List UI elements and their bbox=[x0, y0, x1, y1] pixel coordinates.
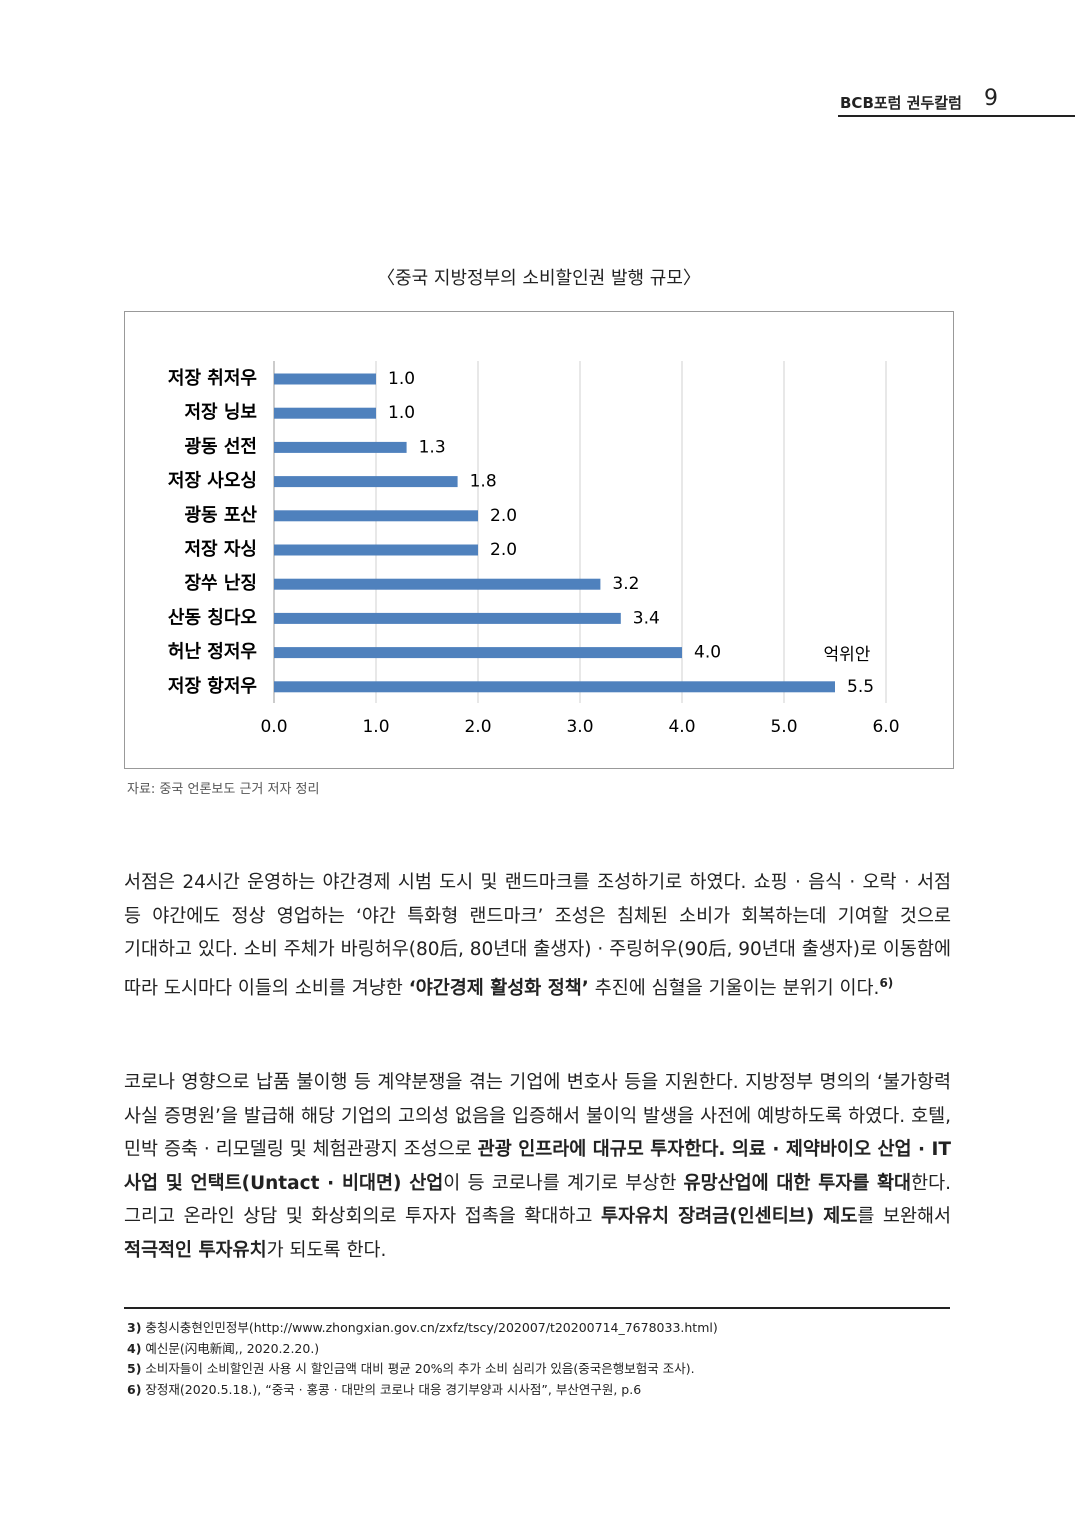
category-label: 저장 닝보 bbox=[184, 402, 257, 423]
chart-frame bbox=[124, 311, 954, 769]
footnote: 3) 충칭시충현인민정부(http://www.zhongxian.gov.cn/… bbox=[127, 1318, 947, 1339]
value-label: 2.0 bbox=[490, 506, 517, 526]
category-label: 산동 칭다오 bbox=[168, 607, 257, 628]
paragraph: 코로나 영향으로 납품 불이행 등 계약분쟁을 겪는 기업에 변호사 등을 지원… bbox=[124, 1066, 951, 1267]
x-tick-label: 4.0 bbox=[668, 717, 695, 737]
footnote: 4) 예신문(闪电新闻,, 2020.2.20.) bbox=[127, 1339, 947, 1360]
footnote-ref: 6) bbox=[879, 975, 894, 990]
footnote-text: 장정재(2020.5.18.), “중국 · 홍콩 · 대만의 코로나 대응 경… bbox=[145, 1382, 642, 1398]
footnote: 5) 소비자들이 소비할인권 사용 시 할인금액 대비 평균 20%의 추가 소비… bbox=[127, 1359, 947, 1380]
bar bbox=[274, 544, 478, 556]
text-run: 서점은 24시간 운영하는 야간경제 시범 도시 및 랜드마크를 조성하기로 하… bbox=[124, 872, 951, 999]
bar bbox=[274, 407, 376, 419]
value-label: 4.0 bbox=[694, 643, 721, 663]
category-label: 광동 포산 bbox=[184, 505, 257, 526]
header-title: BCB포럼 권두칼럼 bbox=[840, 94, 962, 112]
category-label: 저장 취저우 bbox=[168, 368, 257, 389]
footnote-text: 예신문(闪电新闻,, 2020.2.20.) bbox=[145, 1340, 320, 1356]
bold-text: ‘야간경제 활성화 정책’ bbox=[408, 977, 589, 999]
footnote-number: 5) bbox=[127, 1361, 142, 1377]
paragraph: 서점은 24시간 운영하는 야간경제 시범 도시 및 랜드마크를 조성하기로 하… bbox=[124, 866, 951, 1005]
category-label: 저장 자싱 bbox=[184, 539, 257, 560]
footnotes: 3) 충칭시충현인민정부(http://www.zhongxian.gov.cn/… bbox=[127, 1318, 947, 1401]
footnote-number: 6) bbox=[127, 1382, 142, 1398]
value-label: 5.5 bbox=[847, 677, 874, 697]
footnote: 6) 장정재(2020.5.18.), “중국 · 홍콩 · 대만의 코로나 대응… bbox=[127, 1380, 947, 1401]
x-tick-label: 5.0 bbox=[770, 717, 797, 737]
text-run: 추진에 심혈을 기울이는 분위기 이다. bbox=[588, 977, 880, 999]
unit-label: 억위안 bbox=[824, 645, 871, 665]
category-label: 장쑤 난징 bbox=[184, 573, 257, 594]
bar bbox=[274, 681, 835, 693]
value-label: 1.3 bbox=[419, 437, 446, 457]
value-label: 2.0 bbox=[490, 540, 517, 560]
bar bbox=[274, 441, 407, 453]
bold-text: 적극적인 투자유치 bbox=[124, 1239, 267, 1261]
text-run: 한다. 그리고 온라인 상담 및 화상회의로 투자자 접촉을 확대하고 bbox=[124, 1172, 951, 1228]
category-label: 저장 사오싱 bbox=[168, 471, 257, 492]
value-label: 3.4 bbox=[633, 608, 660, 628]
x-tick-label: 2.0 bbox=[464, 717, 491, 737]
bar bbox=[274, 373, 376, 385]
bold-text: 관광 인프라에 대규모 투자한다. 의료 · 제약바이오 산업 · IT 사업 … bbox=[124, 1139, 951, 1194]
footnote-rule bbox=[124, 1307, 950, 1309]
bar bbox=[274, 647, 682, 659]
value-label: 1.0 bbox=[388, 403, 415, 423]
category-label: 허난 정저우 bbox=[168, 642, 257, 663]
text-run: 가 되도록 한다. bbox=[266, 1239, 387, 1261]
bar bbox=[274, 476, 458, 488]
value-label: 1.8 bbox=[470, 472, 497, 492]
page-header: BCB포럼 권두칼럼 9 bbox=[838, 86, 1075, 117]
bar bbox=[274, 510, 478, 522]
source-note: 자료: 중국 언론보도 근거 저자 정리 bbox=[127, 782, 320, 797]
x-tick-label: 0.0 bbox=[260, 717, 287, 737]
value-label: 3.2 bbox=[612, 574, 639, 594]
footnote-text: 소비자들이 소비할인권 사용 시 할인금액 대비 평균 20%의 추가 소비 심… bbox=[145, 1361, 695, 1377]
bar bbox=[274, 612, 621, 624]
chart: 0.0 1.0 2.0 3.0 4.0 5.0 6.0 저장 취저우 1.0 저장 닝보 1.0 광동… bbox=[124, 311, 954, 769]
value-label: 1.0 bbox=[388, 369, 415, 389]
bold-text: 유망산업에 대한 투자를 확대 bbox=[683, 1172, 912, 1194]
text-run: 코로나 영향으로 납품 불이행 등 계약분쟁을 겪는 기업에 변호사 등을 지원… bbox=[124, 1072, 951, 1160]
category-label: 광동 선전 bbox=[184, 436, 257, 457]
x-tick-label: 3.0 bbox=[566, 717, 593, 737]
x-tick-label: 1.0 bbox=[362, 717, 389, 737]
category-label: 저장 항저우 bbox=[168, 676, 257, 697]
footnote-text: 충칭시충현인민정부(http://www.zhongxian.gov.cn/zx… bbox=[145, 1320, 718, 1335]
bar bbox=[274, 578, 601, 590]
x-tick-label: 6.0 bbox=[872, 717, 899, 737]
text-run: 를 보완해서 bbox=[857, 1206, 951, 1227]
text-run: 이 등 코로나를 계기로 부상한 bbox=[443, 1172, 684, 1194]
page-number: 9 bbox=[984, 86, 998, 111]
footnote-number: 3) bbox=[127, 1320, 142, 1335]
bold-text: 투자유치 장려금(인센티브) 제도 bbox=[600, 1206, 858, 1227]
footnote-number: 4) bbox=[127, 1340, 142, 1356]
chart-title: 〈중국 지방정부의 소비할인권 발행 규모〉 bbox=[377, 268, 701, 289]
